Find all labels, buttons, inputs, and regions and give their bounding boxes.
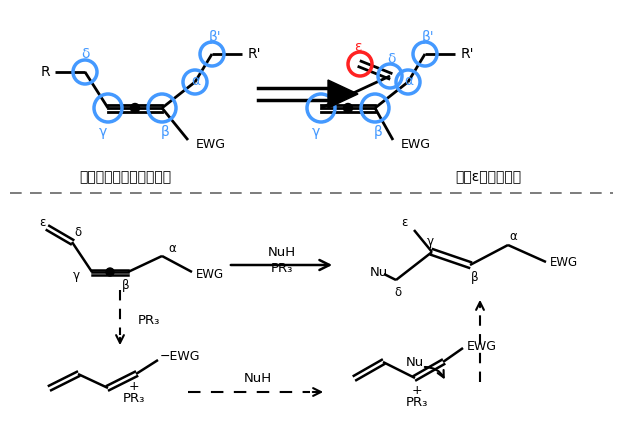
Text: EWG: EWG xyxy=(550,256,578,268)
Circle shape xyxy=(106,268,114,276)
Text: ε: ε xyxy=(401,216,407,229)
Text: PR₃: PR₃ xyxy=(271,263,293,275)
Text: PR₃: PR₃ xyxy=(138,313,160,326)
Text: γ: γ xyxy=(312,125,320,139)
Text: β': β' xyxy=(422,30,434,44)
Text: EWG: EWG xyxy=(196,139,226,152)
Text: NuH: NuH xyxy=(268,246,296,259)
Text: +: + xyxy=(129,379,140,392)
Text: PR₃: PR₃ xyxy=(123,392,145,405)
Circle shape xyxy=(343,104,353,112)
Text: R: R xyxy=(40,65,50,79)
Text: EWG: EWG xyxy=(467,340,497,353)
Text: β: β xyxy=(161,125,169,139)
Text: EWG: EWG xyxy=(401,139,431,152)
Text: +: + xyxy=(412,385,422,398)
Text: δ: δ xyxy=(394,285,402,298)
Text: PR₃: PR₃ xyxy=(406,396,428,409)
Text: γ: γ xyxy=(72,270,80,282)
Text: ε: ε xyxy=(354,40,362,54)
Text: γ: γ xyxy=(426,235,434,247)
Text: Nu: Nu xyxy=(406,356,424,368)
Text: 新的ε位反应位点: 新的ε位反应位点 xyxy=(455,170,521,184)
Text: γ: γ xyxy=(99,125,107,139)
Text: δ: δ xyxy=(81,47,89,61)
Text: β: β xyxy=(374,125,383,139)
Circle shape xyxy=(130,104,140,112)
Text: α: α xyxy=(404,74,414,88)
Text: −EWG: −EWG xyxy=(160,350,201,364)
Polygon shape xyxy=(328,80,358,108)
Text: β: β xyxy=(471,271,479,284)
Text: δ: δ xyxy=(74,225,82,239)
Text: ε: ε xyxy=(39,215,45,229)
Text: α: α xyxy=(191,74,201,88)
FancyArrowPatch shape xyxy=(425,367,444,378)
Text: EWG: EWG xyxy=(196,267,224,281)
Text: 联烯酸酯的经典反应位点: 联烯酸酯的经典反应位点 xyxy=(79,170,171,184)
Text: α: α xyxy=(509,230,517,243)
Text: β': β' xyxy=(209,30,221,44)
Text: Nu: Nu xyxy=(370,266,388,278)
Text: R': R' xyxy=(461,47,475,61)
Text: β: β xyxy=(122,278,130,291)
Text: δ: δ xyxy=(388,52,396,66)
Text: α: α xyxy=(168,242,176,254)
Text: R': R' xyxy=(248,47,262,61)
Text: NuH: NuH xyxy=(244,372,272,385)
